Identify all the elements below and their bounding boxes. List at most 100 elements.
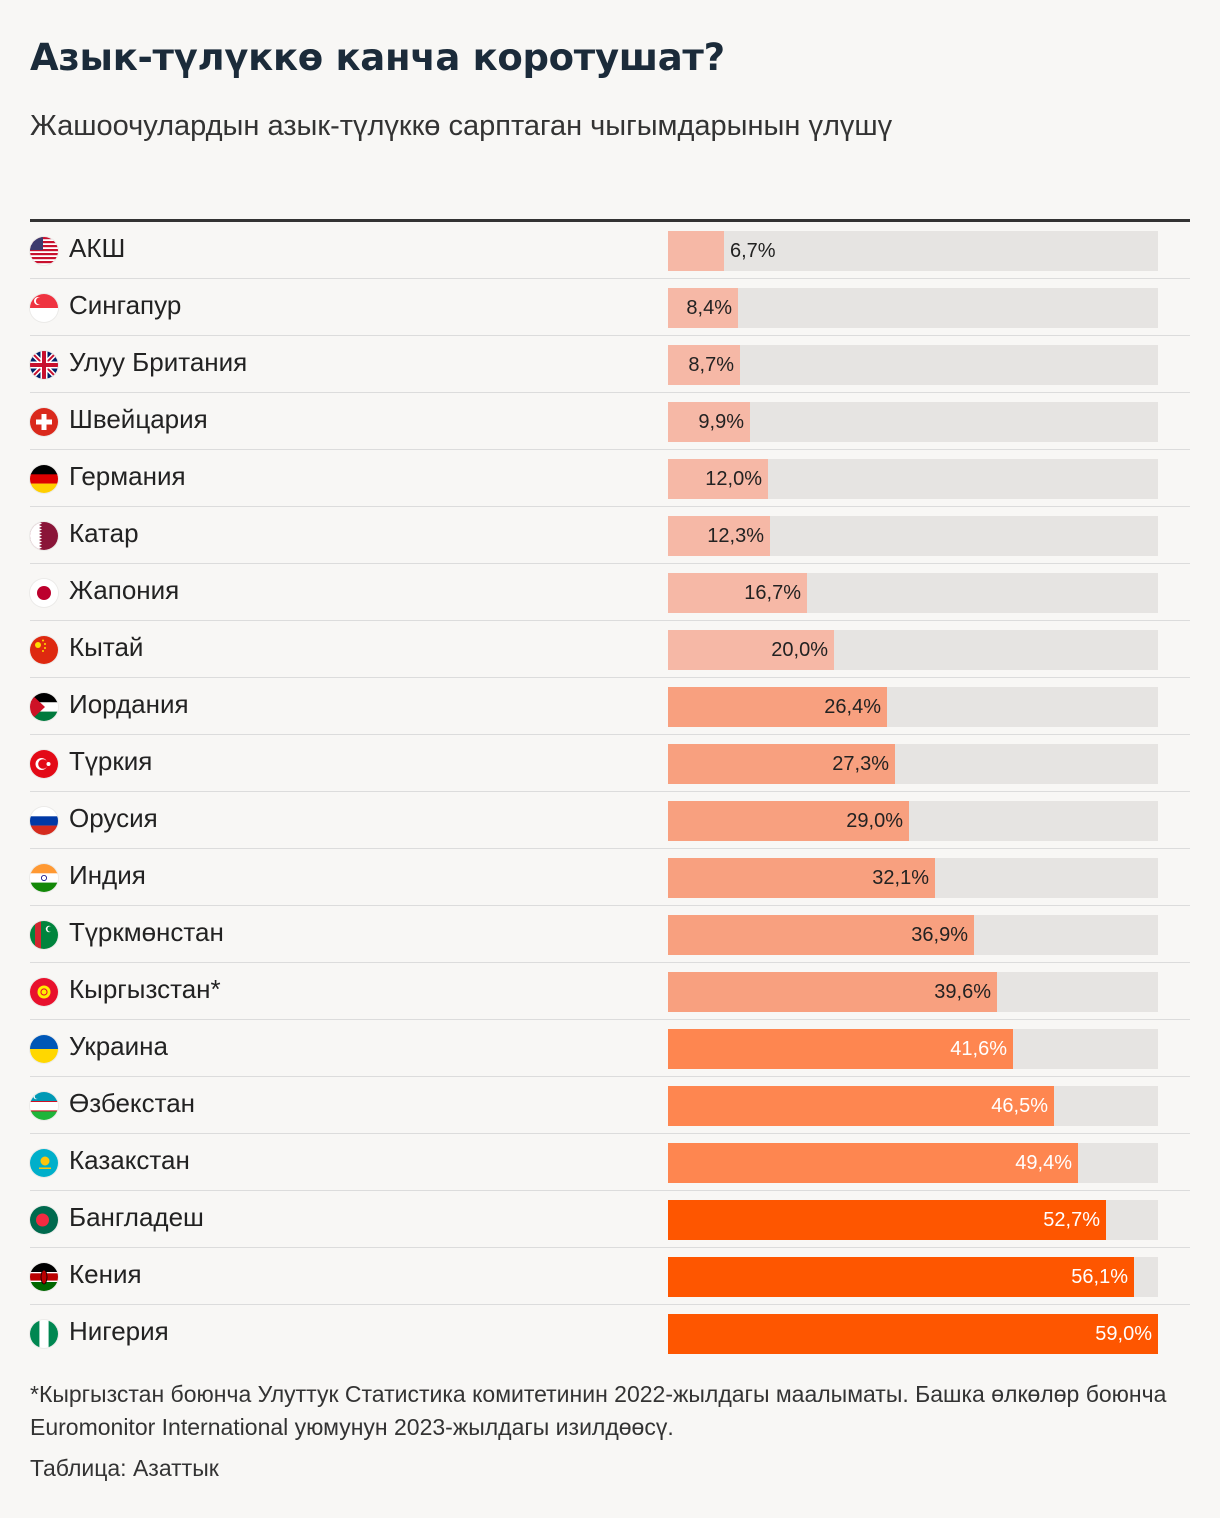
data-label: 26,4%	[824, 696, 881, 718]
bar	[668, 972, 997, 1012]
chart-row: Нигерия 59,0%	[30, 1305, 1190, 1361]
category-label: Нигерия	[69, 1316, 169, 1346]
category-label: Түркия	[69, 746, 153, 776]
chart-row: Казакстан 49,4%	[30, 1134, 1190, 1191]
data-label: 6,7%	[730, 240, 776, 262]
bar	[668, 516, 770, 556]
us-flag-icon	[30, 237, 58, 265]
sg-flag-icon	[30, 294, 58, 322]
bar-track: 36,9%	[668, 915, 1158, 955]
bar	[668, 630, 834, 670]
chart-row: Бангладеш 52,7%	[30, 1191, 1190, 1248]
ru-flag-icon	[30, 807, 58, 835]
chart-row: Германия 12,0%	[30, 450, 1190, 507]
cn-flag-icon	[30, 636, 58, 664]
bar-track: 26,4%	[668, 687, 1158, 727]
chart-row: Орусия 29,0%	[30, 792, 1190, 849]
bar	[668, 1143, 1078, 1183]
category-label: Германия	[69, 461, 186, 491]
bar	[668, 1086, 1054, 1126]
uz-flag-icon	[30, 1092, 58, 1120]
jo-flag-icon	[30, 693, 58, 721]
data-label: 9,9%	[698, 411, 744, 433]
category-label: АКШ	[69, 233, 126, 263]
data-label: 16,7%	[744, 582, 801, 604]
data-label: 20,0%	[771, 639, 828, 661]
data-label: 12,0%	[705, 468, 762, 490]
data-label: 52,7%	[1043, 1209, 1100, 1231]
bar-track: 59,0%	[668, 1314, 1158, 1354]
ke-flag-icon	[30, 1263, 58, 1291]
bar	[668, 1314, 1158, 1354]
chart-title: Азык-түлүккө канча коротушат?	[30, 36, 725, 79]
category-label: Кыргызстан*	[69, 974, 221, 1004]
jp-flag-icon	[30, 579, 58, 607]
bar-track: 46,5%	[668, 1086, 1158, 1126]
bar	[668, 345, 740, 385]
category-label: Индия	[69, 860, 146, 890]
bd-flag-icon	[30, 1206, 58, 1234]
ng-flag-icon	[30, 1320, 58, 1348]
chart-row: Түркмөнстан 36,9%	[30, 906, 1190, 963]
data-label: 59,0%	[1095, 1323, 1152, 1345]
de-flag-icon	[30, 465, 58, 493]
data-label: 8,7%	[688, 354, 734, 376]
data-label: 32,1%	[872, 867, 929, 889]
chart-row: Катар 12,3%	[30, 507, 1190, 564]
chart-row: Украина 41,6%	[30, 1020, 1190, 1077]
bar-track: 16,7%	[668, 573, 1158, 613]
category-label: Катар	[69, 518, 139, 548]
bar	[668, 402, 750, 442]
chart-row: Сингапур 8,4%	[30, 279, 1190, 336]
data-label: 27,3%	[832, 753, 889, 775]
chart-row: Түркия 27,3%	[30, 735, 1190, 792]
bar-track: 6,7%	[668, 231, 1158, 271]
bar	[668, 1257, 1134, 1297]
bar	[668, 1029, 1013, 1069]
category-label: Иордания	[69, 689, 189, 719]
bar-track: 12,0%	[668, 459, 1158, 499]
bar-track: 49,4%	[668, 1143, 1158, 1183]
tr-flag-icon	[30, 750, 58, 778]
footnote: *Кыргызстан боюнча Улуттук Статистика ко…	[30, 1381, 1167, 1440]
header-divider	[30, 219, 1190, 222]
data-label: 46,5%	[991, 1095, 1048, 1117]
kg-flag-icon	[30, 978, 58, 1006]
chart-row: Швейцария 9,9%	[30, 393, 1190, 450]
data-label: 8,4%	[686, 297, 732, 319]
bar	[668, 231, 724, 271]
tm-flag-icon	[30, 921, 58, 949]
chart-row: АКШ 6,7%	[30, 222, 1190, 279]
chart-row: Иордания 26,4%	[30, 678, 1190, 735]
bar-track: 27,3%	[668, 744, 1158, 784]
bar	[668, 687, 887, 727]
bar-track: 32,1%	[668, 858, 1158, 898]
chart-row: Кыргызстан* 39,6%	[30, 963, 1190, 1020]
bar	[668, 573, 807, 613]
chart-subtitle: Жашоочулардын азык-түлүккө сарптаган чыг…	[30, 110, 893, 142]
category-label: Өзбекстан	[69, 1088, 196, 1118]
category-label: Бангладеш	[69, 1202, 204, 1232]
category-label: Украина	[69, 1031, 168, 1061]
bar	[668, 744, 895, 784]
category-label: Швейцария	[69, 404, 208, 434]
ua-flag-icon	[30, 1035, 58, 1063]
bar-chart: АКШ 6,7% Сингапур 8,4% Улуу Британия 8,7% Швей…	[30, 222, 1190, 1361]
chart-row: Өзбекстан 46,5%	[30, 1077, 1190, 1134]
bar-track: 29,0%	[668, 801, 1158, 841]
data-label: 41,6%	[950, 1038, 1007, 1060]
qa-flag-icon	[30, 522, 58, 550]
bar-track: 56,1%	[668, 1257, 1158, 1297]
data-label: 56,1%	[1071, 1266, 1128, 1288]
bar-track: 41,6%	[668, 1029, 1158, 1069]
source-credit: Таблица: Азаттык	[30, 1455, 219, 1481]
category-label: Жапония	[69, 575, 180, 605]
in-flag-icon	[30, 864, 58, 892]
chart-row: Жапония 16,7%	[30, 564, 1190, 621]
bar	[668, 1200, 1106, 1240]
data-label: 36,9%	[911, 924, 968, 946]
ch-flag-icon	[30, 408, 58, 436]
bar	[668, 915, 974, 955]
category-label: Сингапур	[69, 290, 182, 320]
bar-track: 8,7%	[668, 345, 1158, 385]
